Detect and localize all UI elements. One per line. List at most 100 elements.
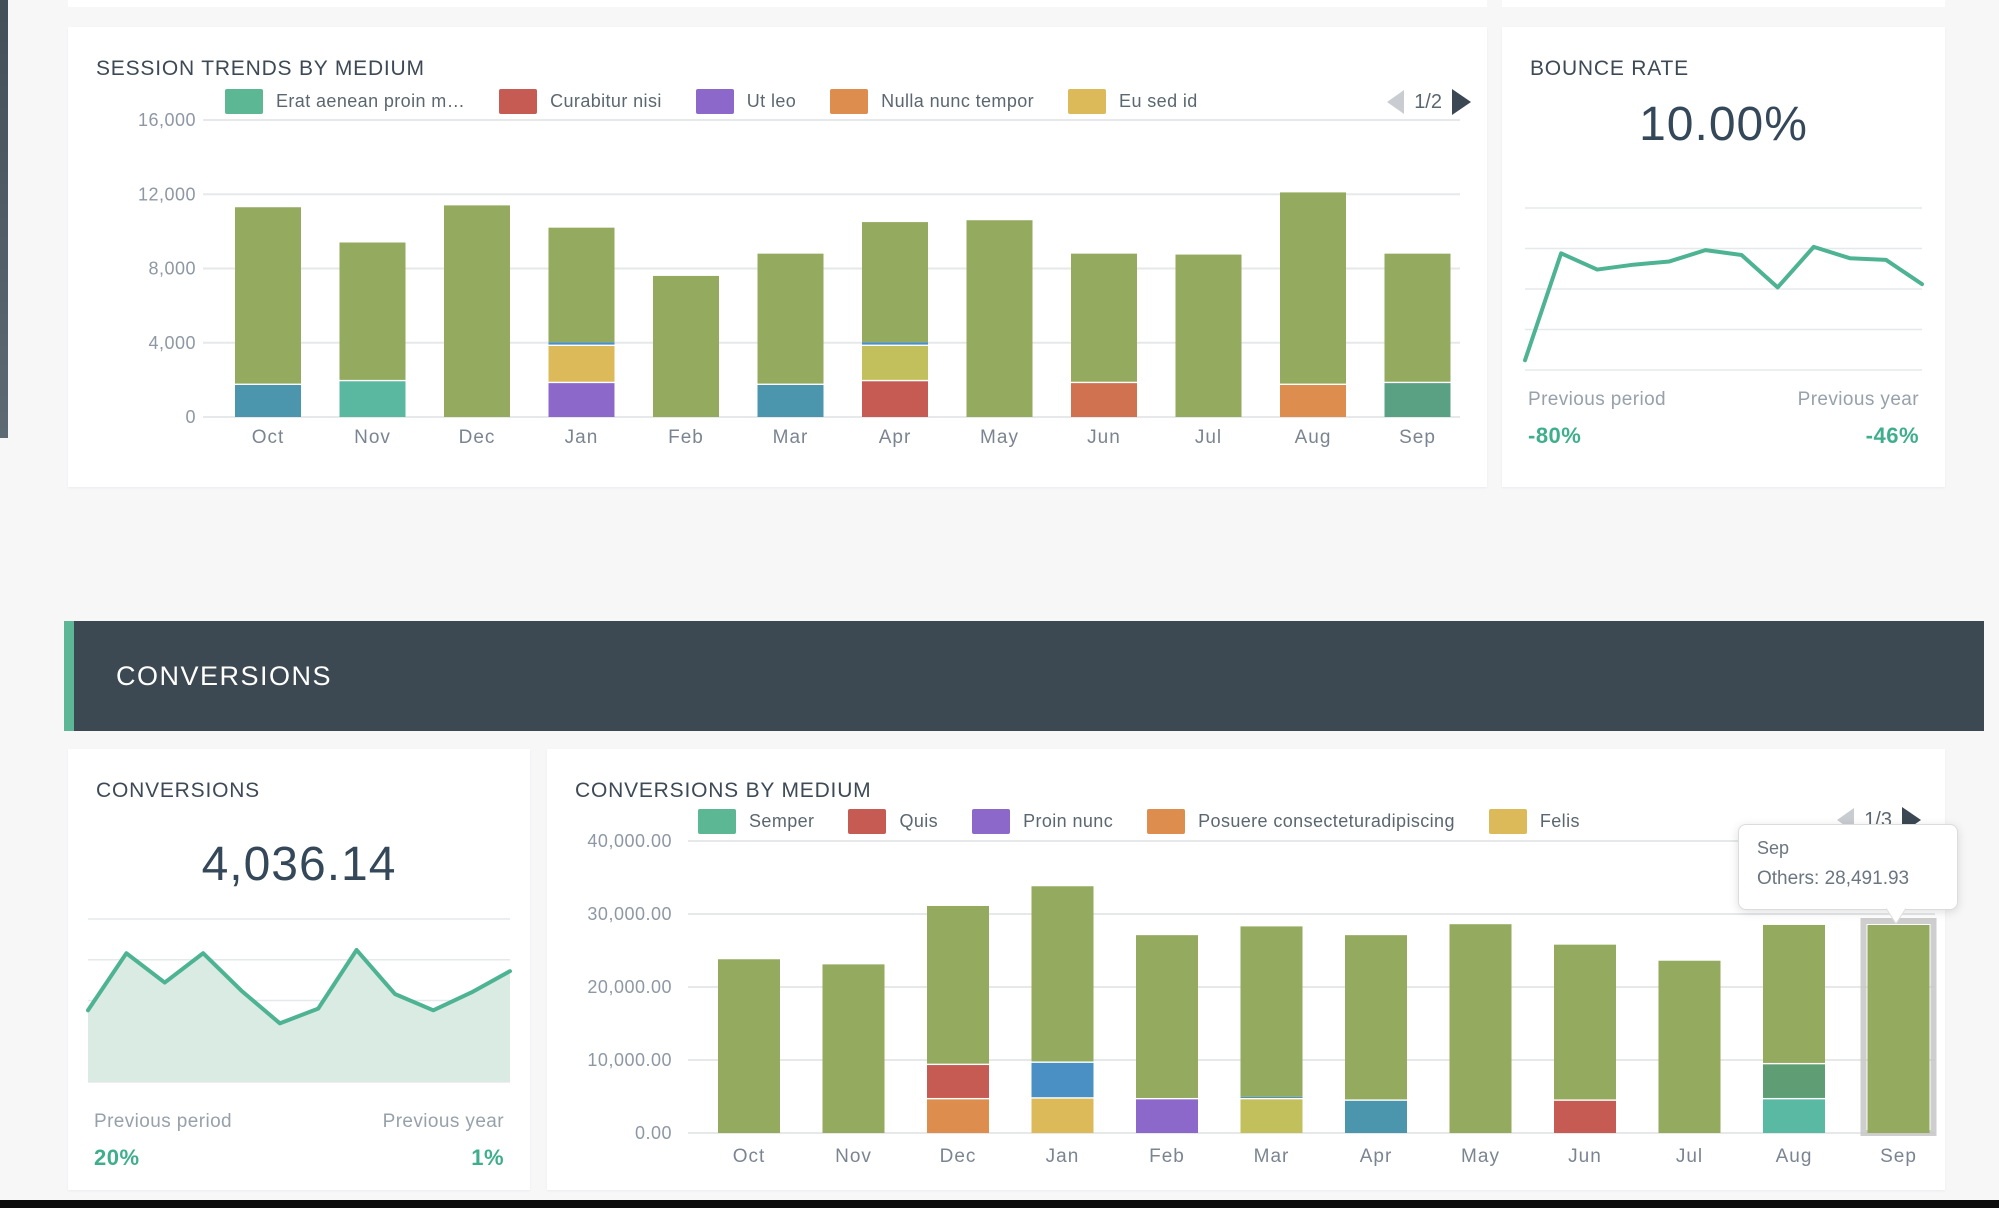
card-above-sliver-right xyxy=(1502,0,1945,7)
bar-segment[interactable] xyxy=(757,384,824,417)
bar-segment[interactable] xyxy=(653,275,719,417)
x-axis-month-label: Feb xyxy=(668,427,704,448)
prev-period-value: -80% xyxy=(1528,423,1582,448)
bar-segment[interactable] xyxy=(757,253,824,384)
prev-period-label: Previous period xyxy=(1528,389,1667,410)
legend-label: Curabitur nisi xyxy=(550,91,662,111)
sidebar-edge-strip xyxy=(0,0,8,438)
conversions-card: CONVERSIONS 4,036.14 Previous period Pre… xyxy=(68,749,530,1190)
bar-segment[interactable] xyxy=(1031,886,1094,1062)
bar-segment[interactable] xyxy=(1071,253,1137,382)
y-axis-tick-label: 30,000.00 xyxy=(587,904,672,924)
session-trends-bar-chart[interactable]: 0 4,000 8,000 12,000 16,000 Oct Nov Dec Jan Feb Ma… xyxy=(68,27,1487,487)
bar-segment[interactable] xyxy=(1240,926,1303,1097)
bar-segment[interactable] xyxy=(339,242,406,380)
bar-segment[interactable] xyxy=(1031,1098,1094,1133)
bar-segment[interactable] xyxy=(862,381,928,417)
bar-segment[interactable] xyxy=(862,346,928,380)
bar-segment[interactable] xyxy=(1658,960,1721,1133)
bar-segment[interactable] xyxy=(1175,254,1242,417)
y-axis-tick-label: 20,000.00 xyxy=(587,977,672,997)
bar-segment[interactable] xyxy=(927,1099,989,1133)
bar-segment[interactable] xyxy=(235,207,301,384)
bar-segment[interactable] xyxy=(1449,924,1512,1133)
bar-segment[interactable] xyxy=(718,959,780,1133)
bar-segment[interactable] xyxy=(548,227,615,343)
conversions-title: CONVERSIONS xyxy=(96,779,260,802)
bar-segment[interactable] xyxy=(862,342,928,345)
legend-item[interactable]: Posuere consecteturadipiscing xyxy=(1147,809,1455,834)
bar-segment[interactable] xyxy=(1240,1096,1303,1098)
bounce-rate-value: 10.00% xyxy=(1639,98,1808,151)
bar-segment[interactable] xyxy=(1384,383,1451,417)
bar-segment[interactable] xyxy=(235,384,301,417)
bar-segment[interactable] xyxy=(444,205,510,417)
bar-segment[interactable] xyxy=(1345,935,1407,1100)
legend-item[interactable]: Felis xyxy=(1488,809,1580,834)
bar-segment[interactable] xyxy=(1345,1100,1407,1133)
bar-segment[interactable] xyxy=(339,381,406,417)
bar-segment[interactable] xyxy=(1280,384,1346,417)
sparkline-area-fill xyxy=(88,949,510,1082)
legend-item[interactable]: Erat aenean proin m… xyxy=(225,89,465,114)
legend-item[interactable]: Eu sed id xyxy=(1068,89,1198,114)
bar-segment[interactable] xyxy=(1763,1064,1825,1098)
bar-segment[interactable] xyxy=(1071,383,1137,417)
bar-segment[interactable] xyxy=(1240,1099,1303,1133)
x-axis-month-label: Feb xyxy=(1149,1146,1185,1167)
x-axis-month-label: Jul xyxy=(1676,1146,1703,1167)
legend-swatch xyxy=(830,89,869,114)
bar-segment[interactable] xyxy=(822,964,885,1133)
y-axis-tick-label: 16,000 xyxy=(138,110,196,130)
x-axis-month-label: Nov xyxy=(354,427,391,448)
prev-year-label: Previous year xyxy=(1797,389,1919,410)
legend-item[interactable]: Curabitur nisi xyxy=(499,89,662,114)
sparkline-line xyxy=(1523,244,1924,363)
legend-label: Quis xyxy=(899,811,939,831)
bar-segment[interactable] xyxy=(1554,1100,1616,1133)
legend-item[interactable]: Semper xyxy=(698,809,814,834)
conversions-sparkline xyxy=(86,918,512,1083)
bar-segment[interactable] xyxy=(548,346,615,382)
legend-swatch xyxy=(1488,809,1527,834)
bar-segment[interactable] xyxy=(1031,1062,1094,1098)
legend-label: Eu sed id xyxy=(1119,91,1198,111)
legend-label: Erat aenean proin m… xyxy=(276,91,466,111)
bar-segment[interactable] xyxy=(1136,935,1198,1098)
legend-swatch xyxy=(1068,89,1107,114)
pager-next-icon[interactable] xyxy=(1452,89,1471,115)
bar-segment[interactable] xyxy=(1554,944,1616,1100)
conversions-by-medium-title: CONVERSIONS BY MEDIUM xyxy=(575,779,872,802)
bar-segment[interactable] xyxy=(927,1065,989,1098)
legend-swatch xyxy=(695,89,734,114)
bar-segment[interactable] xyxy=(548,342,615,345)
bar-segment[interactable] xyxy=(548,383,615,417)
x-axis-month-label: Jun xyxy=(1087,427,1121,448)
legend-swatch xyxy=(972,809,1011,834)
legend-item[interactable]: Ut leo xyxy=(695,89,797,114)
legend-item[interactable]: Quis xyxy=(848,809,938,834)
bar-segment[interactable] xyxy=(1280,192,1346,384)
bar-segment[interactable] xyxy=(1763,924,1825,1063)
bar-segment[interactable] xyxy=(1136,1099,1198,1133)
pager-page-indicator: 1/2 xyxy=(1414,90,1442,113)
bar-segment[interactable] xyxy=(1384,253,1451,382)
y-axis-tick-label: 0 xyxy=(185,407,196,427)
pager-prev-icon[interactable] xyxy=(1387,90,1405,114)
legend-item[interactable]: Proin nunc xyxy=(972,809,1113,834)
x-axis-month-label: Aug xyxy=(1295,427,1332,448)
x-axis-month-label: Mar xyxy=(1254,1146,1290,1167)
legend-item[interactable]: Nulla nunc tempor xyxy=(830,89,1034,114)
prev-year-value: -46% xyxy=(1865,423,1919,448)
x-axis-month-label: May xyxy=(980,427,1019,448)
bar-segment[interactable] xyxy=(966,220,1033,417)
bar-segment[interactable] xyxy=(1867,925,1930,1133)
conversions-by-medium-bar-chart[interactable]: 0.00 10,000.00 20,000.00 30,000.00 40,000.00… xyxy=(547,749,1945,1190)
legend-swatch xyxy=(225,89,263,114)
x-axis-month-label: Aug xyxy=(1776,1146,1813,1167)
bar-segment[interactable] xyxy=(862,222,928,343)
legend-label: Ut leo xyxy=(746,91,797,111)
bar-segment[interactable] xyxy=(927,905,989,1064)
bar-segment[interactable] xyxy=(1763,1099,1825,1133)
